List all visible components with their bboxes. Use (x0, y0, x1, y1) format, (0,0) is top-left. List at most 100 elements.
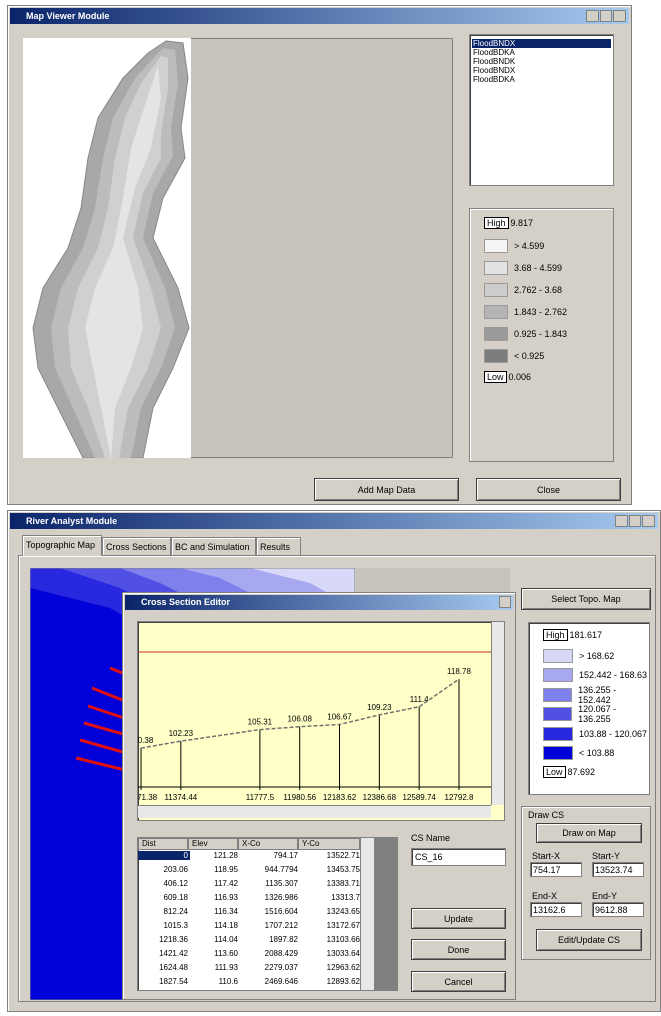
table-scrollbar[interactable] (360, 838, 375, 991)
layer-item[interactable]: FloodBDKA (472, 48, 593, 57)
legend-swatch (484, 283, 508, 297)
dialog-button[interactable]: Update (411, 908, 506, 929)
legend-swatch (543, 746, 573, 760)
x-tick-label: 11171.38 (138, 793, 158, 802)
h-scrollbar[interactable] (138, 805, 491, 818)
legend-high: High9.817 (484, 217, 533, 229)
x-tick-label: 12386.68 (363, 793, 397, 802)
table-cell: 116.93 (188, 893, 240, 902)
legend-row: 152.442 - 168.63 (543, 668, 647, 682)
table-cell: 203.06 (138, 865, 190, 874)
title-bar: Cross Section Editor (125, 595, 513, 610)
flood-map (23, 38, 191, 458)
edit-update-cs-button[interactable]: Edit/Update CS (536, 929, 642, 951)
column-header: Elev (188, 838, 238, 850)
legend-swatch (484, 239, 508, 253)
table-cell: 110.6 (188, 977, 240, 986)
add-map-data-button[interactable]: Add Map Data (314, 478, 459, 501)
legend-row: < 0.925 (484, 349, 544, 363)
point-label: 100.38 (138, 736, 154, 745)
legend-label: 0.925 - 1.843 (514, 329, 567, 339)
table-cell: 13172.67 (298, 921, 362, 930)
legend-label: < 103.88 (579, 748, 614, 758)
table-cell: 812.24 (138, 907, 190, 916)
legend-label: 2.762 - 3.68 (514, 285, 562, 295)
draw-on-map-button[interactable]: Draw on Map (536, 823, 642, 843)
layer-item[interactable]: FloodBNDX (472, 39, 611, 48)
table-cell: 111.93 (188, 963, 240, 972)
table-cell: 2469.646 (238, 977, 300, 986)
v-scrollbar[interactable] (491, 622, 504, 805)
legend-swatch (484, 261, 508, 275)
legend-swatch (543, 649, 573, 663)
window-controls[interactable] (586, 10, 626, 22)
start-y-input[interactable]: 13523.74 (592, 862, 644, 877)
dialog-button[interactable]: Done (411, 939, 506, 960)
legend-row: 136.255 - 152.442 (543, 688, 649, 702)
window-title: Map Viewer Module (26, 11, 109, 21)
end-x-input[interactable]: 13162.6 (530, 902, 582, 917)
legend-label: 3.68 - 4.599 (514, 263, 562, 273)
table-cell: 113.60 (188, 949, 240, 958)
table-cell: 118.95 (188, 865, 240, 874)
legend-swatch (543, 668, 573, 682)
legend-label: 1.843 - 2.762 (514, 307, 567, 317)
cs-name-input[interactable]: CS_16 (411, 848, 506, 866)
table-cell: 406.12 (138, 879, 190, 888)
dialog-button[interactable]: Cancel (411, 971, 506, 992)
table-cell: 1015.3 (138, 921, 190, 930)
legend-row: 2.762 - 3.68 (484, 283, 562, 297)
tab[interactable]: BC and Simulation (171, 537, 256, 555)
start-y-label: Start-Y (592, 851, 620, 861)
low-value: 87.692 (568, 767, 596, 777)
table-cell: 2279.037 (238, 963, 300, 972)
start-x-input[interactable]: 754.17 (530, 862, 582, 877)
layer-item[interactable]: FloodBDKA (472, 75, 593, 84)
table-cell: 121.28 (188, 851, 240, 860)
table-cell: 1421.42 (138, 949, 190, 958)
legend-label: 152.442 - 168.63 (579, 670, 647, 680)
table-cell: 609.18 (138, 893, 190, 902)
window-controls[interactable] (615, 515, 655, 527)
end-y-input[interactable]: 9612.88 (592, 902, 644, 917)
legend-label: 103.88 - 120.067 (579, 729, 647, 739)
table-cell: 1326.986 (238, 893, 300, 902)
layer-item[interactable]: FloodBNDK (472, 57, 593, 66)
legend-row: > 4.599 (484, 239, 544, 253)
title-bar: River Analyst Module (10, 513, 658, 529)
table-cell: 13522.71 (298, 851, 362, 860)
select-topo-map-button[interactable]: Select Topo. Map (521, 588, 651, 610)
high-value: 181.617 (570, 630, 603, 640)
title-bar: Map Viewer Module (10, 8, 629, 24)
tab[interactable]: Cross Sections (102, 537, 171, 555)
legend-swatch (484, 305, 508, 319)
start-x-label: Start-X (532, 851, 560, 861)
legend-label: > 168.62 (579, 651, 614, 661)
point-label: 105.31 (248, 718, 273, 727)
close-x[interactable] (499, 596, 511, 608)
high-value: 9.817 (511, 218, 534, 228)
column-header: X-Co (238, 838, 298, 850)
point-label: 106.08 (287, 715, 312, 724)
point-label: 118.78 (447, 667, 471, 676)
column-header: Y-Co (298, 838, 360, 850)
point-label: 102.23 (169, 729, 194, 738)
column-header: Dist (138, 838, 188, 850)
legend-swatch (543, 688, 572, 702)
window-title: Cross Section Editor (141, 597, 230, 607)
tab[interactable]: Results (256, 537, 301, 555)
window-title: River Analyst Module (26, 516, 117, 526)
x-tick-label: 11777.5 (246, 793, 275, 802)
layer-item[interactable]: FloodBNDX (472, 66, 593, 75)
tab[interactable]: Topographic Map (22, 535, 102, 556)
screen: {"map_viewer": {"title": "Map Viewer Mod… (0, 0, 661, 1016)
close-button[interactable]: Close (476, 478, 621, 501)
legend-swatch (543, 727, 573, 741)
cs-editor-dialog: Cross Section Editor 11171.3811374.44117… (122, 592, 516, 1000)
